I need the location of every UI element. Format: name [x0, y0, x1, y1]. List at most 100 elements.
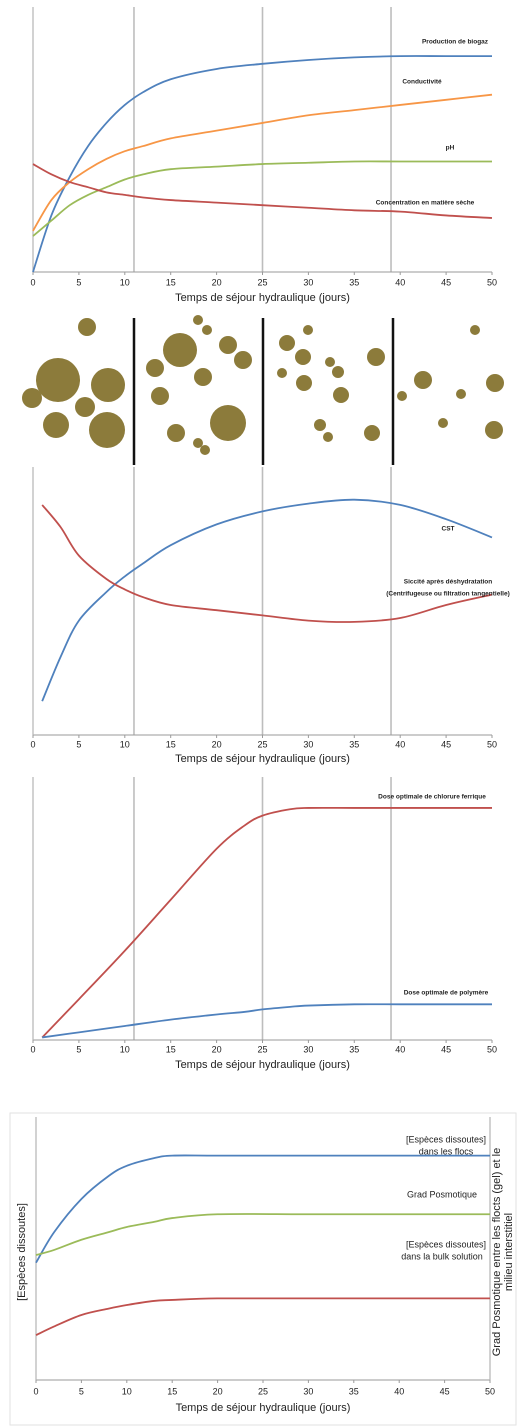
series-line — [35, 1297, 490, 1336]
floc — [202, 325, 212, 335]
x-tick-label: 35 — [349, 277, 359, 287]
x-tick-label: 45 — [440, 1386, 450, 1396]
series-label: [Espèces dissoutes] — [406, 1239, 486, 1249]
x-tick-label: 45 — [441, 277, 451, 287]
x-tick-label: 20 — [212, 739, 222, 749]
series-line — [41, 498, 493, 702]
x-tick-label: 25 — [258, 1386, 268, 1396]
x-tick-label: 30 — [303, 277, 313, 287]
floc-diagram — [22, 315, 504, 465]
x-tick-label: 40 — [395, 1044, 405, 1054]
x-tick-label: 50 — [487, 739, 497, 749]
floc — [200, 445, 210, 455]
x-tick-label: 5 — [76, 277, 81, 287]
series-label: Siccité après déshydratation — [404, 579, 493, 586]
series-line — [35, 1154, 490, 1264]
x-tick-label: 50 — [485, 1386, 495, 1396]
x-axis-label: Temps de séjour hydraulique (jours) — [176, 1402, 351, 1414]
floc — [303, 325, 313, 335]
series-label: Production de biogaz — [422, 39, 489, 46]
x-tick-label: 45 — [441, 739, 451, 749]
x-axis-label: Temps de séjour hydraulique (jours) — [175, 292, 350, 304]
series-line — [32, 160, 492, 237]
floc — [414, 371, 432, 389]
x-tick-label: 35 — [349, 1044, 359, 1054]
x-tick-label: 15 — [166, 277, 176, 287]
x-tick-label: 35 — [349, 739, 359, 749]
floc — [325, 357, 335, 367]
series-label: Conductivité — [402, 79, 442, 86]
x-tick-label: 15 — [166, 1044, 176, 1054]
floc — [91, 368, 125, 402]
series-label: pH — [446, 145, 455, 152]
floc — [295, 349, 311, 365]
floc — [364, 425, 380, 441]
chart: 0 5 10 15 20 25 30 35 40 45 50 Temps de séjour hydr… — [16, 1117, 515, 1414]
series-label: Concentration en matière sèche — [376, 200, 475, 207]
x-tick-label: 10 — [120, 277, 130, 287]
floc — [486, 374, 504, 392]
annotation: dans la bulk solution — [401, 1251, 483, 1261]
floc — [146, 359, 164, 377]
x-tick-label: 10 — [122, 1386, 132, 1396]
x-tick-label: 0 — [30, 1044, 35, 1054]
x-tick-label: 5 — [79, 1386, 84, 1396]
annotation: dans les flocs — [419, 1146, 474, 1156]
floc — [89, 412, 125, 448]
floc — [456, 389, 466, 399]
x-tick-label: 10 — [120, 1044, 130, 1054]
x-axis-label: Temps de séjour hydraulique (jours) — [175, 1059, 350, 1071]
floc — [470, 325, 480, 335]
series-label: Grad Posmotique — [407, 1189, 477, 1199]
x-tick-label: 10 — [120, 739, 130, 749]
series-label: Dose optimale de polymère — [404, 990, 489, 997]
x-tick-label: 25 — [257, 739, 267, 749]
floc — [193, 315, 203, 325]
x-tick-label: 40 — [395, 739, 405, 749]
x-tick-label: 25 — [257, 277, 267, 287]
x-tick-label: 5 — [76, 1044, 81, 1054]
x-tick-label: 0 — [30, 277, 35, 287]
x-tick-label: 25 — [257, 1044, 267, 1054]
x-axis-label: Temps de séjour hydraulique (jours) — [175, 753, 350, 765]
series-line — [32, 93, 493, 232]
x-tick-label: 35 — [349, 1386, 359, 1396]
floc — [485, 421, 503, 439]
floc — [279, 335, 295, 351]
floc — [78, 318, 96, 336]
x-tick-label: 45 — [441, 1044, 451, 1054]
x-tick-label: 15 — [167, 1386, 177, 1396]
x-tick-label: 20 — [212, 1044, 222, 1054]
floc — [296, 375, 312, 391]
floc — [323, 432, 333, 442]
floc — [277, 368, 287, 378]
chart: 0 5 10 15 20 25 30 35 40 45 50 Temps de séjour hydr… — [30, 777, 497, 1071]
series-line — [32, 163, 493, 219]
x-tick-label: 30 — [303, 1386, 313, 1396]
x-tick-label: 0 — [30, 739, 35, 749]
floc — [219, 336, 237, 354]
floc — [194, 368, 212, 386]
x-tick-label: 50 — [487, 1044, 497, 1054]
floc — [36, 358, 80, 402]
floc — [234, 351, 252, 369]
y2-axis-label: milieu interstitiel — [503, 1213, 515, 1291]
y2-axis-label: Grad Posmotique entre les flocts (gel) e… — [491, 1148, 503, 1356]
floc — [397, 391, 407, 401]
floc — [367, 348, 385, 366]
floc — [210, 405, 246, 441]
floc — [333, 387, 349, 403]
x-tick-label: 40 — [394, 1386, 404, 1396]
floc — [438, 418, 448, 428]
floc — [163, 333, 197, 367]
floc — [75, 397, 95, 417]
x-tick-label: 20 — [212, 277, 222, 287]
y-axis-label: [Espèces dissoutes] — [16, 1203, 28, 1301]
floc — [314, 419, 326, 431]
floc — [22, 388, 42, 408]
x-tick-label: 0 — [33, 1386, 38, 1396]
series-line — [32, 55, 492, 273]
x-tick-label: 40 — [395, 277, 405, 287]
